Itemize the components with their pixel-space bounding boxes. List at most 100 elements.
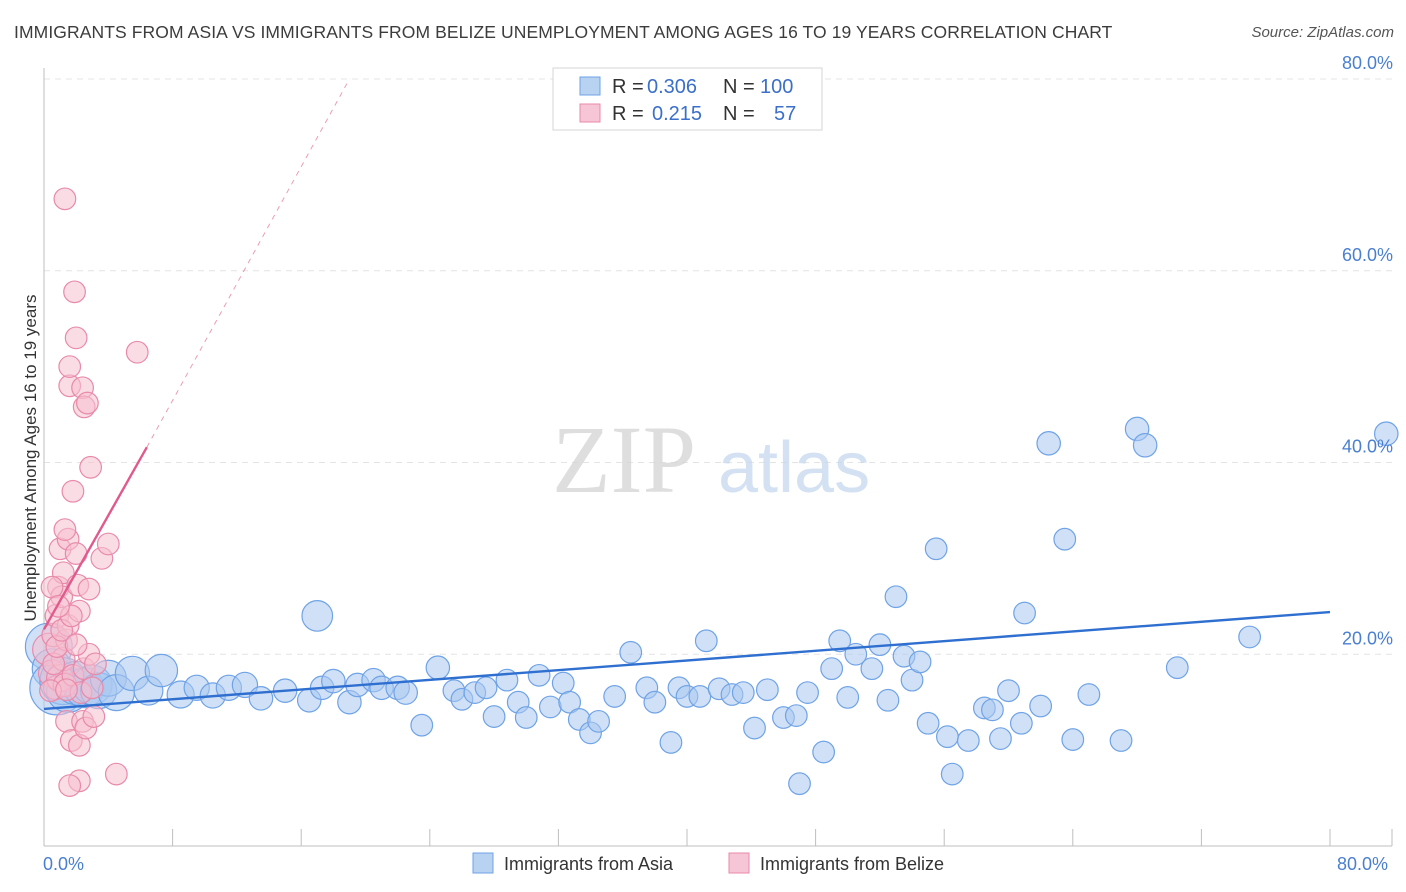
- belize-point-21: [63, 280, 86, 304]
- asia-point-78: [916, 711, 940, 735]
- asia-point-77: [908, 650, 932, 674]
- asia-point-37: [482, 705, 506, 728]
- watermark-zip: ZIP: [552, 406, 696, 513]
- asia-point-90: [1036, 431, 1061, 456]
- y-tick-label-60: 60.0%: [1342, 245, 1393, 265]
- asia-point-64: [788, 772, 811, 796]
- asia-point-41: [527, 663, 551, 687]
- asia-point-88: [1013, 601, 1036, 625]
- bottom-legend-swatch-asia: [472, 852, 494, 874]
- belize-trend-line: [42, 446, 148, 630]
- asia-point-43: [551, 671, 575, 695]
- asia-point-66: [812, 740, 836, 764]
- asia-point-68: [828, 629, 852, 653]
- asia-point-71: [860, 657, 884, 681]
- belize-point-54: [40, 575, 64, 599]
- belize-point-38: [82, 705, 106, 728]
- legend-asia-n-label: N =: [723, 76, 755, 98]
- asia-point-63: [784, 704, 808, 728]
- top-legend: R = 0.306 N = 100 R = 0.215 N = 57: [552, 67, 823, 131]
- asia-trend-line: [43, 610, 1331, 711]
- y-tick-label-40: 40.0%: [1342, 437, 1393, 457]
- legend-swatch-asia: [579, 76, 601, 96]
- chart-title: IMMIGRANTS FROM ASIA VS IMMIGRANTS FROM …: [14, 22, 1113, 42]
- asia-point-80: [936, 725, 959, 749]
- asia-point-47: [587, 709, 610, 733]
- bottom-legend-belize: Immigrants from Belize: [760, 854, 944, 874]
- belize-point-51: [53, 518, 77, 542]
- asia-point-86: [997, 679, 1020, 703]
- asia-point-98: [1238, 625, 1262, 649]
- belize-point-39: [84, 652, 107, 676]
- asia-point-13: [144, 653, 179, 688]
- gridlines: [44, 78, 1392, 655]
- legend-belize-n-value: 57: [774, 103, 796, 125]
- x-tick-label-max: 80.0%: [1337, 854, 1388, 874]
- y-tick-label-80: 80.0%: [1342, 53, 1393, 73]
- asia-point-31: [410, 713, 434, 737]
- legend-belize-n-label: N =: [723, 103, 755, 125]
- asia-point-30: [393, 680, 418, 705]
- chart-source: Source: ZipAtlas.com: [1251, 24, 1394, 41]
- asia-point-59: [731, 681, 755, 704]
- belize-point-20: [61, 479, 85, 503]
- belize-point-43: [96, 532, 120, 556]
- x-tick-label-min: 0.0%: [43, 854, 84, 874]
- watermark-atlas: atlas: [718, 428, 870, 508]
- asia-point-44: [558, 690, 582, 714]
- legend-asia-n-value: 100: [760, 76, 793, 98]
- legend-belize-r-label: R =: [612, 103, 644, 125]
- y-axis-label: Unemployment Among Ages 16 to 19 years: [21, 295, 40, 622]
- y-tick-label-20: 20.0%: [1342, 628, 1393, 648]
- asia-point-22: [301, 600, 334, 632]
- belize-point-46: [53, 187, 77, 211]
- belize-point-33: [76, 391, 99, 415]
- asia-point-51: [643, 690, 667, 714]
- bottom-legend-asia: Immigrants from Asia: [504, 854, 674, 874]
- belize-point-45: [125, 340, 149, 364]
- belize-point-55: [47, 594, 70, 618]
- asia-point-61: [755, 678, 779, 702]
- data-points: [24, 187, 1399, 797]
- asia-point-85: [989, 727, 1012, 751]
- belize-point-56: [55, 678, 78, 702]
- asia-point-94: [1109, 729, 1133, 752]
- asia-point-74: [884, 585, 908, 609]
- asia-point-55: [688, 685, 712, 708]
- asia-point-65: [796, 681, 819, 704]
- belize-point-41: [58, 774, 82, 797]
- legend-belize-r-value: 0.215: [652, 103, 702, 125]
- asia-point-93: [1077, 683, 1101, 706]
- bottom-legend-swatch-belize: [728, 852, 750, 874]
- legend-asia-r-value: 0.306: [647, 76, 697, 98]
- asia-point-69: [836, 685, 860, 709]
- belize-point-22: [64, 326, 88, 350]
- asia-point-48: [603, 685, 627, 708]
- asia-point-32: [425, 655, 451, 680]
- legend-swatch-belize: [579, 103, 601, 123]
- asia-point-92: [1061, 728, 1085, 751]
- bottom-legend: Immigrants from Asia Immigrants from Bel…: [472, 852, 944, 874]
- belize-point-44: [104, 762, 128, 786]
- asia-point-60: [743, 716, 766, 740]
- belize-point-37: [80, 676, 104, 700]
- asia-point-89: [1029, 694, 1053, 718]
- asia-point-19: [248, 686, 274, 711]
- asia-point-36: [474, 676, 498, 700]
- asia-point-52: [659, 731, 683, 754]
- asia-point-49: [619, 640, 643, 664]
- asia-point-42: [538, 695, 562, 719]
- asia-point-73: [876, 688, 900, 712]
- belize-point-34: [77, 577, 101, 601]
- asia-point-97: [1165, 656, 1189, 680]
- asia-point-79: [924, 537, 948, 561]
- belize-point-53: [64, 633, 88, 657]
- asia-point-91: [1053, 527, 1077, 551]
- belize-point-17: [58, 355, 82, 379]
- asia-point-24: [321, 668, 346, 694]
- asia-point-87: [1009, 711, 1033, 735]
- asia-point-82: [956, 729, 980, 752]
- x-tick-marks: [43, 829, 1393, 846]
- asia-point-81: [940, 762, 964, 786]
